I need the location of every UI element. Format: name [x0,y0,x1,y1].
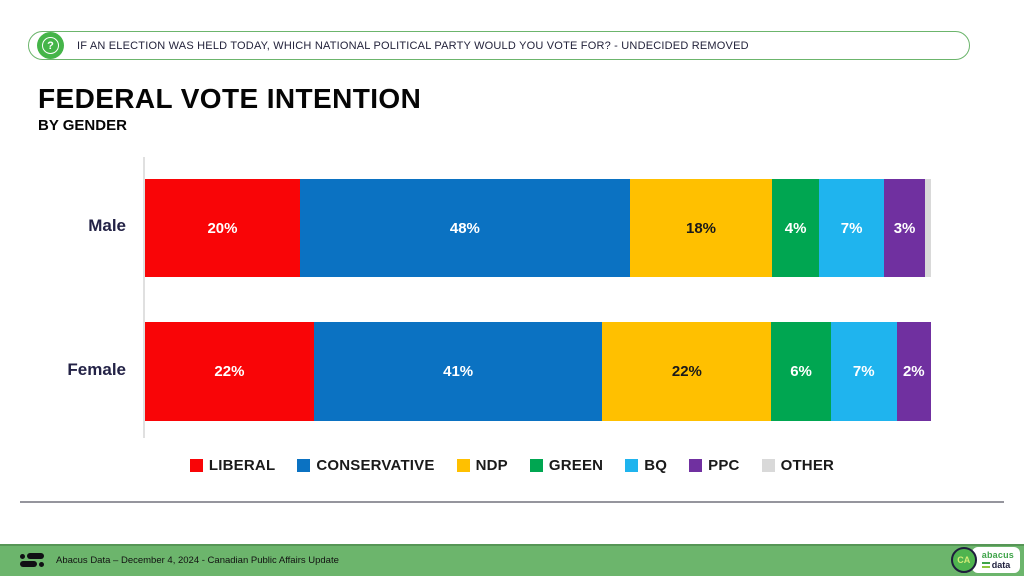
bar-segment-bq-female: 7% [830,322,897,421]
bar-value-label: 3% [893,219,916,237]
page-title: FEDERAL VOTE INTENTION [38,83,422,114]
legend-swatch-liberal [189,459,203,472]
divider-line [20,501,1004,503]
footer-bar: Abacus Data – December 4, 2024 - Canadia… [0,544,1024,576]
bar-row-female: 22% 41% 22% 6% 7% 2% [145,322,931,421]
chart-axis-line [143,157,145,438]
bar-value-label: 7% [852,363,875,380]
legend-item-bq: BQ [625,457,667,474]
legend-swatch-green [529,459,543,472]
footer-source-text: Abacus Data – December 4, 2024 - Canadia… [56,554,339,566]
legend-label: OTHER [780,457,835,474]
category-label-female: Female [67,360,126,379]
ca-badge: CA [950,547,977,573]
bar-value-label: 22% [214,363,245,380]
category-label-male: Male [88,216,126,235]
question-text: IF AN ELECTION WAS HELD TODAY, WHICH NAT… [77,39,749,52]
bar-segment-green-male: 4% [772,179,819,277]
logo-row [20,561,44,567]
bar-value-label: 22% [671,363,702,380]
legend-item-other: OTHER [761,457,835,474]
legend-label: BQ [644,457,668,474]
question-banner: ? IF AN ELECTION WAS HELD TODAY, WHICH N… [28,31,970,60]
abacus-logo-mark [20,551,44,569]
stacked-bar-chart: 20% 48% 18% 4% 7% 3% 22% 41% 22% 6% 7% 2% [145,179,931,421]
legend-item-green: GREEN [529,457,604,474]
bar-segment-conservative-male: 48% [299,179,630,277]
page-subtitle: BY GENDER [38,117,127,134]
bar-value-label: 20% [207,219,238,237]
bar-segment-liberal-male: 20% [145,179,300,277]
bar-segment-ndp-male: 18% [629,179,773,277]
legend-swatch-bq [625,459,639,472]
bar-segment-ppc-male: 3% [884,179,925,277]
legend-label: NDP [475,457,508,474]
bar-value-label: 4% [784,219,807,237]
bar-segment-ndp-female: 22% [602,322,772,421]
question-mark-glyph: ? [42,37,59,54]
legend-item-liberal: LIBERAL [189,457,276,474]
legend-label: CONSERVATIVE [316,457,435,474]
legend-swatch-conservative [297,459,311,472]
bar-value-label: 6% [790,363,812,380]
brand-abacus-text: abacus [981,549,1014,560]
abacus-data-logo: abacus data [971,546,1020,574]
question-bubble-icon: ? [37,32,64,59]
bar-value-label: 7% [840,219,863,237]
bar-segment-liberal-female: 22% [145,322,314,421]
legend-item-ppc: PPC [689,457,739,474]
bar-value-label: 2% [902,363,925,380]
mini-abacus-icon [981,562,990,569]
bar-value-label: 48% [449,219,480,237]
legend-swatch-ppc [689,459,703,472]
legend-swatch-ndp [456,459,470,472]
legend-label: GREEN [548,457,604,474]
bar-row-male: 20% 48% 18% 4% 7% 3% [145,179,931,277]
bar-segment-other-male [924,179,931,277]
legend-label: PPC [708,457,740,474]
chart-legend: LIBERAL CONSERVATIVE NDP GREEN BQ PPC OTHER [0,457,1024,474]
brand-data-text: data [991,560,1011,570]
bar-segment-green-female: 6% [771,322,831,421]
logo-row [20,553,44,559]
bar-value-label: 18% [686,219,717,237]
bar-segment-bq-male: 7% [818,179,885,277]
legend-label: LIBERAL [208,457,276,474]
legend-item-conservative: CONSERVATIVE [297,457,434,474]
bar-segment-ppc-female: 2% [896,322,931,421]
legend-item-ndp: NDP [456,457,508,474]
legend-swatch-other [761,459,775,472]
bar-value-label: 41% [443,363,474,380]
bar-segment-conservative-female: 41% [313,322,603,421]
